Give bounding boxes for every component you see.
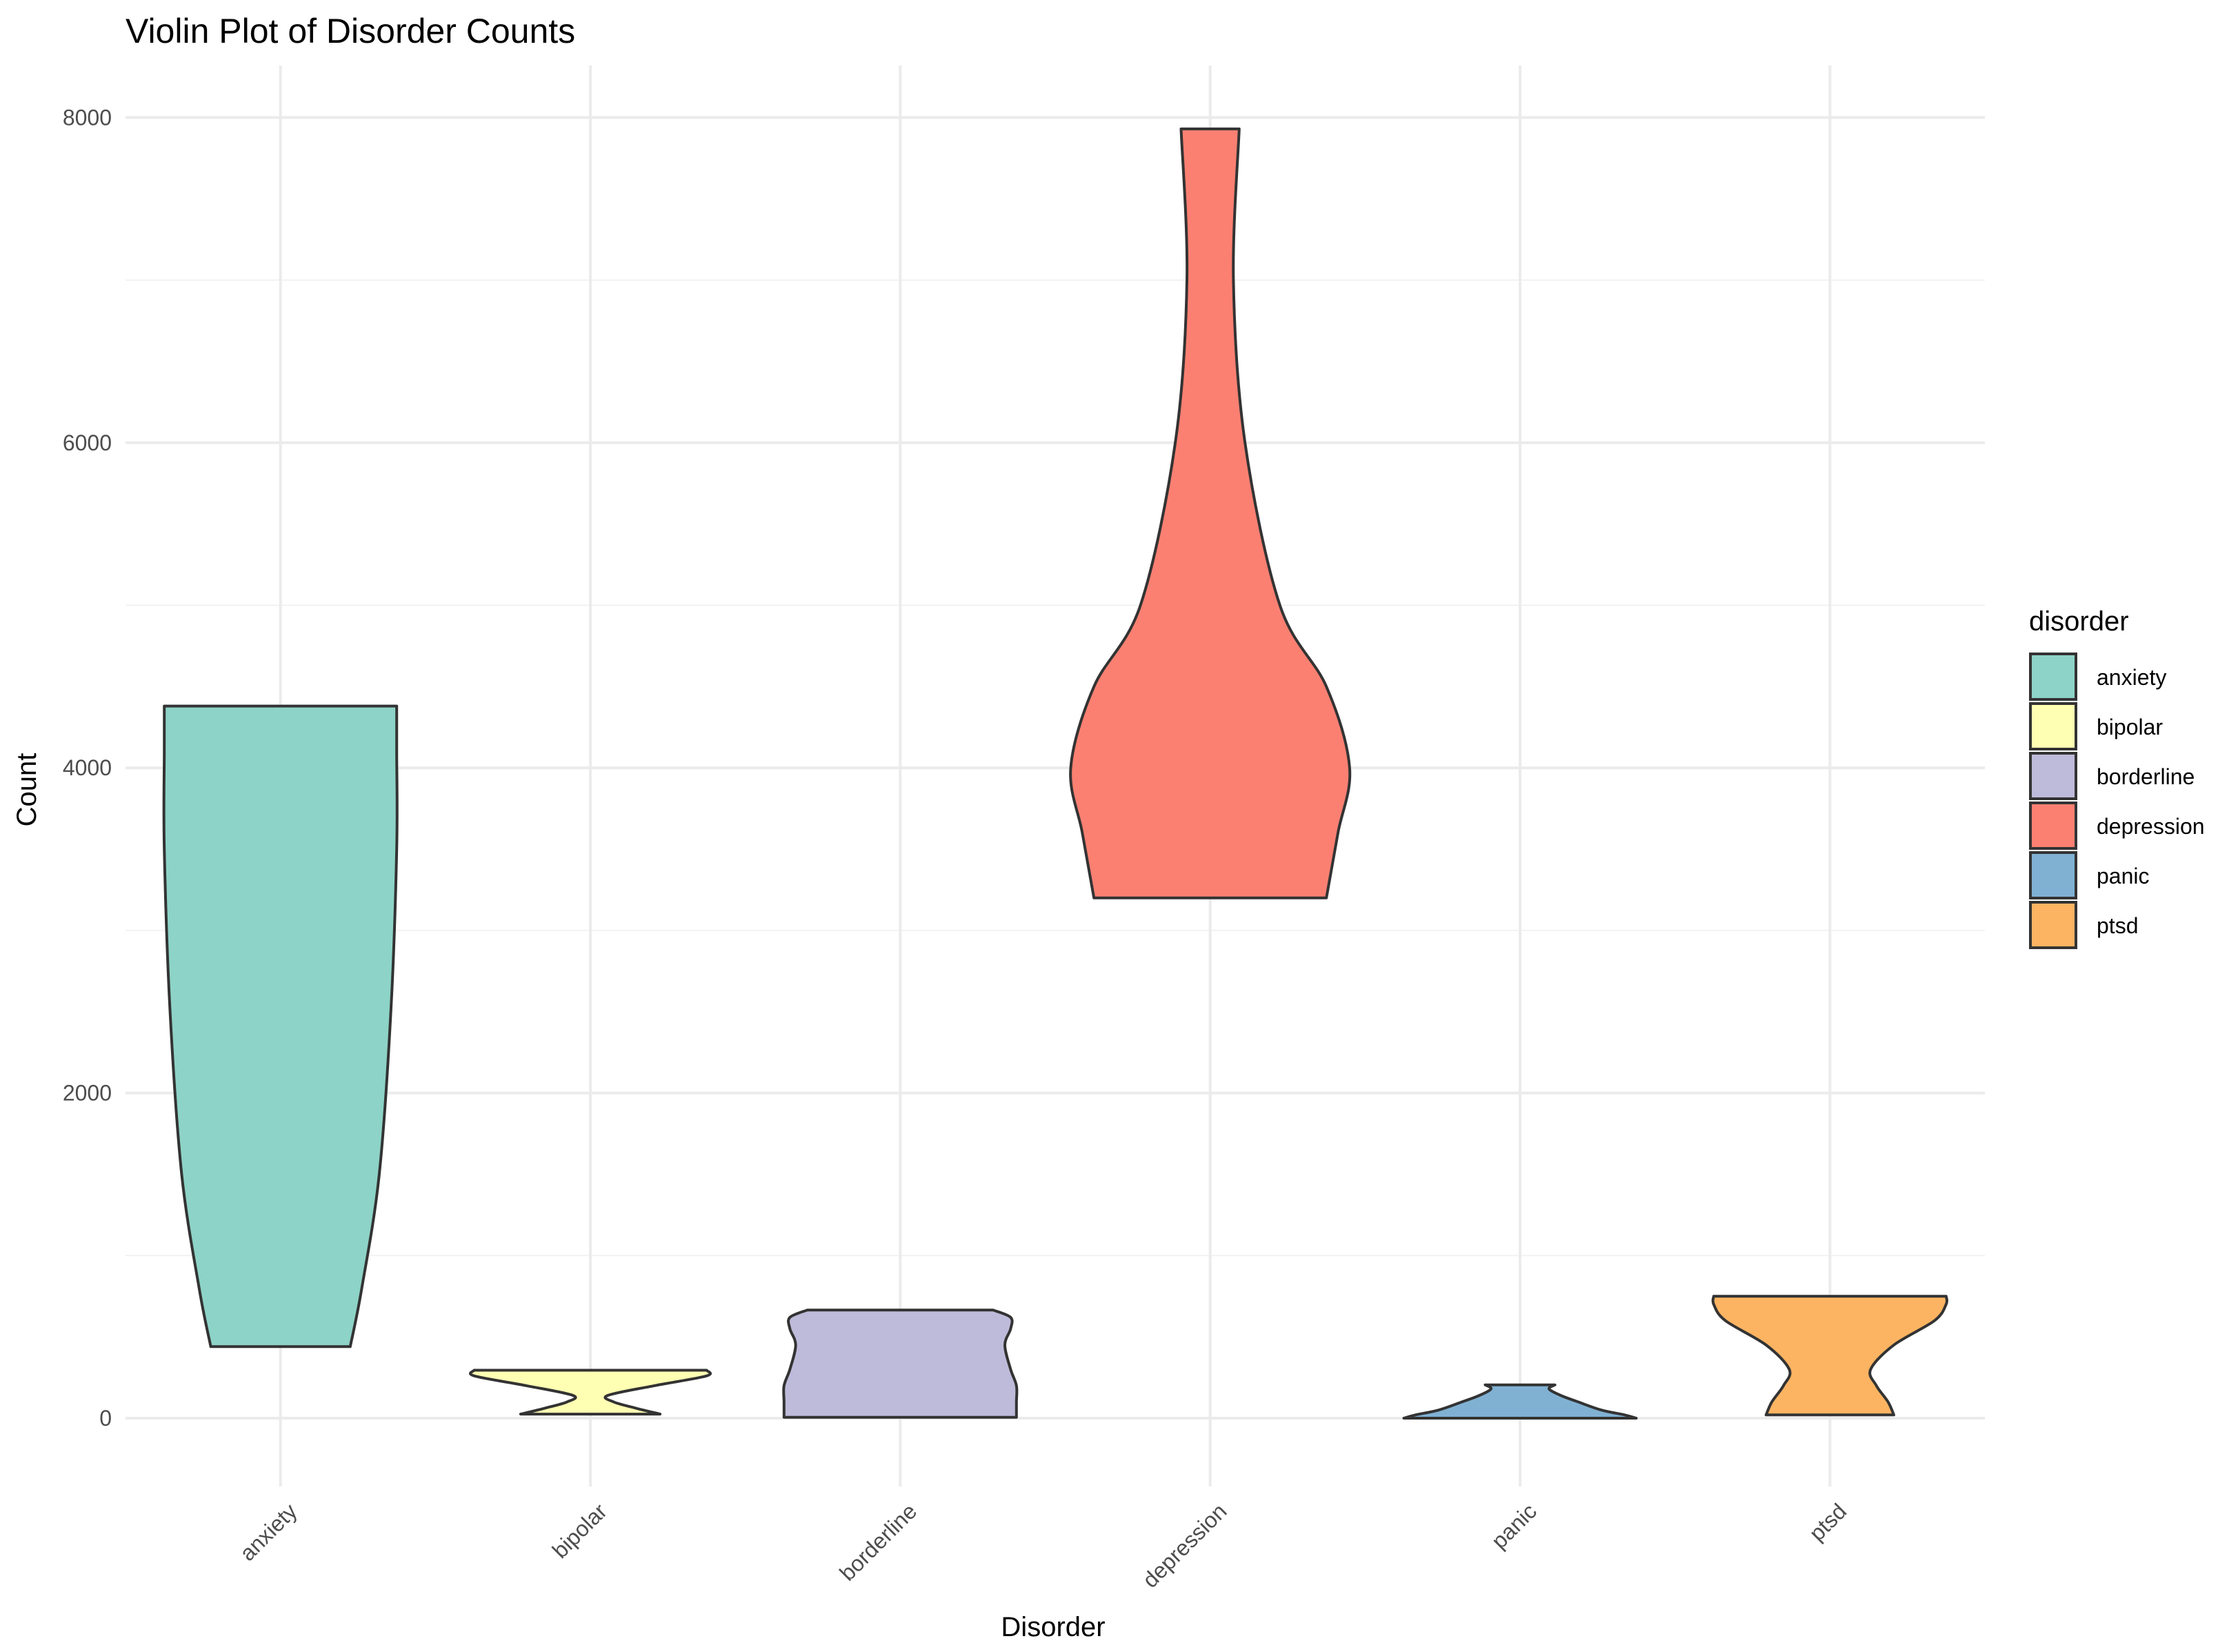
legend-key-anxiety	[2029, 653, 2077, 701]
violin-ptsd	[1711, 1295, 1949, 1417]
legend-key-panic	[2029, 851, 2077, 899]
legend-title: disorder	[2029, 606, 2129, 637]
y-tick-label: 4000	[63, 755, 112, 780]
legend-key-borderline	[2029, 752, 2077, 800]
chart-title: Violin Plot of Disorder Counts	[126, 12, 575, 50]
legend-label-bipolar: bipolar	[2097, 715, 2163, 739]
legend-label-panic: panic	[2097, 864, 2150, 888]
x-axis-ticks: anxiety bipolar borderline depression panic p…	[234, 1498, 1851, 1592]
violin-panic	[1402, 1383, 1638, 1420]
violin-anxiety	[162, 704, 399, 1349]
grid	[126, 66, 1985, 1486]
y-axis-ticks: 0 2000 4000 6000 8000	[63, 105, 112, 1431]
y-tick-label: 0	[99, 1406, 112, 1431]
legend-items: anxiety bipolar borderline depression panic p…	[2029, 653, 2205, 949]
y-tick-label: 2000	[63, 1081, 112, 1106]
violin-depression	[1069, 127, 1352, 899]
legend-label-borderline: borderline	[2097, 764, 2195, 789]
legend-key-ptsd	[2029, 901, 2077, 949]
y-axis-title: Count	[12, 753, 42, 827]
x-axis-title: Disorder	[1001, 1612, 1105, 1642]
violin-borderline	[782, 1308, 1019, 1419]
violin-bipolar	[468, 1369, 712, 1416]
legend-label-ptsd: ptsd	[2097, 913, 2138, 938]
y-tick-label: 6000	[63, 430, 112, 455]
legend-label-anxiety: anxiety	[2097, 665, 2166, 690]
x-tick-label: bipolar	[548, 1498, 612, 1563]
violins	[162, 127, 1949, 1420]
x-tick-label: anxiety	[234, 1499, 301, 1566]
legend-label-depression: depression	[2097, 814, 2205, 839]
legend: disorder anxiety bipolar borderline depress…	[2029, 606, 2205, 949]
legend-key-bipolar	[2029, 702, 2077, 750]
x-tick-label: borderline	[835, 1499, 921, 1586]
x-tick-label: depression	[1137, 1499, 1231, 1593]
x-tick-label: ptsd	[1804, 1499, 1851, 1546]
legend-key-depression	[2029, 802, 2077, 850]
x-tick-label: panic	[1486, 1499, 1541, 1554]
y-tick-label: 8000	[63, 105, 112, 130]
